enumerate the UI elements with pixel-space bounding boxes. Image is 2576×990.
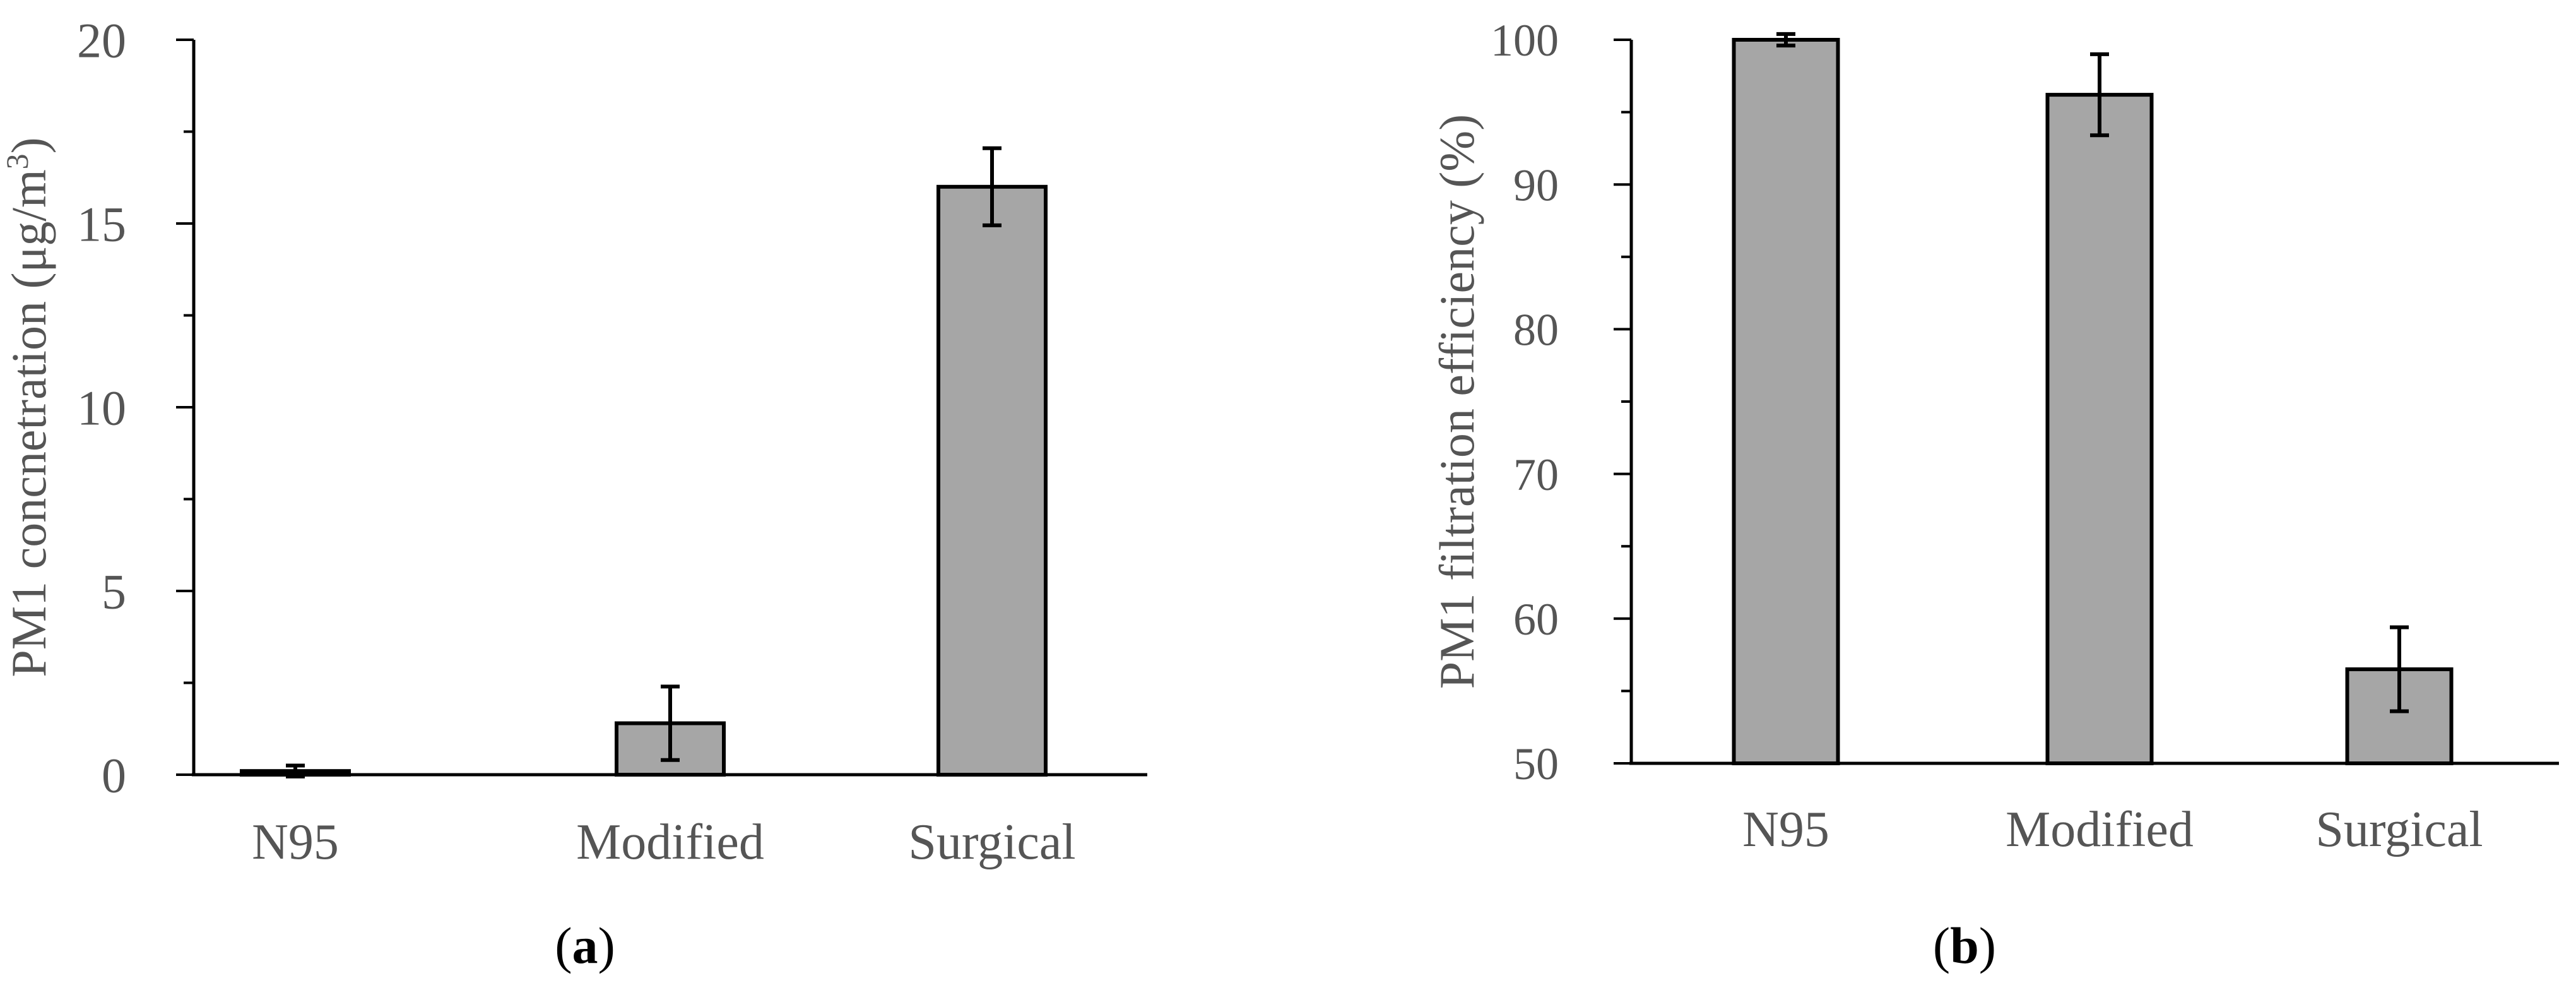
- x-tick-label: Surgical: [908, 814, 1075, 870]
- y-tick-label: 100: [1491, 15, 1559, 66]
- panel-label-close-paren: ): [1979, 917, 1996, 974]
- y-axis-title: PM1 concnetration (μg/m3): [0, 137, 56, 677]
- y-tick-label: 15: [77, 196, 126, 251]
- x-tick-label: Modified: [576, 814, 764, 870]
- panel-label-open-paren: (: [1933, 917, 1950, 974]
- y-axis-title-superscript: 3: [0, 153, 35, 169]
- x-tick-label: Modified: [2006, 802, 2194, 857]
- error-bar-1: [2090, 52, 2109, 138]
- panel-label: (a): [555, 917, 615, 974]
- panel-label-close-paren: ): [598, 917, 615, 974]
- x-tick-label: Surgical: [2315, 802, 2483, 857]
- y-tick-label: 5: [102, 564, 126, 619]
- bar-0: [1732, 38, 1840, 765]
- y-tick-label: 60: [1513, 594, 1559, 645]
- y-tick-label: 90: [1513, 160, 1559, 210]
- error-bar-0: [1776, 32, 1795, 48]
- error-bar-2: [983, 146, 1001, 227]
- y-tick-label: 10: [77, 380, 126, 435]
- y-axis-title-text: PM1 concnetration (μg/m: [1, 169, 56, 677]
- panel-a-chart: 0 5 10 15 20 N95 Modified Surgical PM1 concnetra…: [0, 13, 1147, 974]
- error-bar-2: [2390, 625, 2409, 713]
- x-tick-label: N95: [1742, 802, 1829, 857]
- y-axis-title-suffix: ): [1, 137, 56, 153]
- x-tick-label: N95: [252, 814, 339, 870]
- panel-label: (b): [1933, 917, 1996, 974]
- panel-b-chart: 50 60 70 80 90 100 N95 Modified Surgical PM1 filt…: [1429, 15, 2559, 974]
- bar-1: [2045, 93, 2154, 766]
- y-axis-title: PM1 filtration efficiency (%): [1429, 114, 1484, 689]
- bar-2: [936, 184, 1048, 777]
- panel-label-letter: a: [572, 917, 598, 974]
- panel-label-letter: b: [1950, 917, 1979, 974]
- y-tick-label: 0: [102, 748, 126, 802]
- panel-label-open-paren: (: [555, 917, 572, 974]
- y-axis-title-text: PM1 filtration efficiency (%): [1429, 114, 1484, 689]
- error-bar-1: [661, 684, 680, 762]
- y-tick-label: 50: [1513, 739, 1559, 789]
- y-tick-label: 20: [77, 13, 126, 68]
- y-tick-label: 80: [1513, 305, 1559, 355]
- y-tick-label: 70: [1513, 450, 1559, 500]
